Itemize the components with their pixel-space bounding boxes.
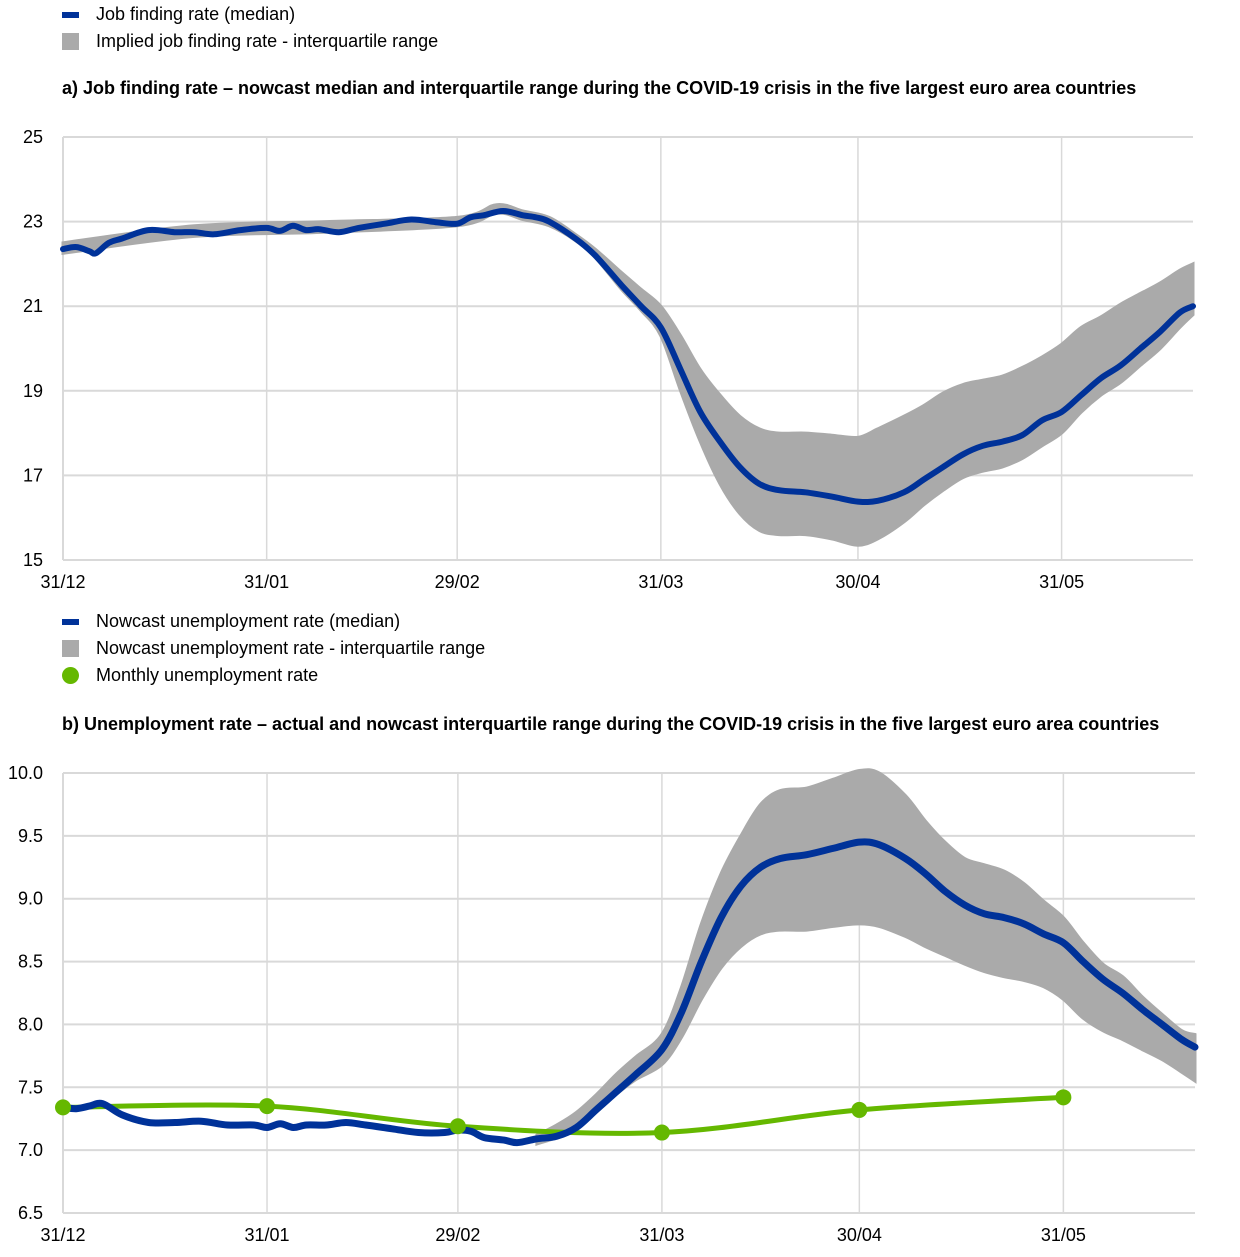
y-tick-label: 10.0 [8, 763, 43, 783]
legend-item-iqr: Nowcast unemployment rate - interquartil… [62, 635, 485, 662]
y-tick-label: 9.0 [18, 889, 43, 909]
monthly-rate-point [653, 1124, 670, 1141]
legend-label: Monthly unemployment rate [96, 665, 319, 685]
legend-a: Job finding rate (median) Implied job fi… [62, 1, 438, 55]
y-tick-label: 7.5 [18, 1077, 43, 1097]
chart-a-title: a) Job finding rate – nowcast median and… [62, 78, 1137, 98]
x-tick-label: 31/03 [639, 1225, 684, 1245]
x-tick-label: 31/12 [40, 572, 85, 592]
legend-label: Job finding rate (median) [96, 4, 296, 24]
x-tick-label: 30/04 [837, 1225, 882, 1245]
monthly-rate-point [259, 1098, 276, 1115]
x-tick-label: 31/01 [244, 1225, 289, 1245]
x-tick-label: 31/05 [1041, 1225, 1086, 1245]
y-tick-label: 19 [23, 381, 43, 401]
monthly-dot-swatch-icon [62, 667, 79, 684]
x-tick-label: 31/12 [40, 1225, 85, 1245]
median-line [60, 208, 1196, 506]
monthly-rate-point [55, 1099, 71, 1116]
chart-b-title: b) Unemployment rate – actual and nowcas… [62, 714, 1160, 734]
iqr-box-swatch-icon [62, 640, 79, 657]
x-tick-label: 31/01 [244, 572, 289, 592]
y-tick-label: 17 [23, 465, 43, 485]
x-tick-label: 29/02 [435, 1225, 480, 1245]
y-tick-label: 25 [23, 127, 43, 147]
legend-label: Nowcast unemployment rate (median) [96, 611, 401, 631]
legend-label: Nowcast unemployment rate - interquartil… [96, 638, 486, 658]
monthly-rate-point [851, 1101, 868, 1118]
y-tick-label: 9.5 [18, 826, 43, 846]
y-tick-label: 8.0 [18, 1014, 43, 1034]
median-line [59, 838, 1199, 1147]
median-line-swatch-icon [62, 618, 79, 625]
y-tick-label: 23 [23, 212, 43, 232]
legend-label: Implied job finding rate - interquartile… [96, 31, 439, 51]
legend-item-monthly: Monthly unemployment rate [62, 662, 485, 689]
x-tick-label: 29/02 [435, 572, 480, 592]
legend-item-median: Job finding rate (median) [62, 1, 438, 28]
median-line-swatch-icon [62, 11, 79, 18]
iqr-box-swatch-icon [62, 33, 79, 50]
y-tick-label: 21 [23, 296, 43, 316]
y-tick-label: 8.5 [18, 952, 43, 972]
y-tick-label: 6.5 [18, 1203, 43, 1223]
legend-item-iqr: Implied job finding rate - interquartile… [62, 28, 438, 55]
iqr-band [61, 203, 1195, 547]
y-tick-label: 15 [23, 550, 43, 570]
y-tick-label: 7.0 [18, 1140, 43, 1160]
x-tick-label: 31/03 [638, 572, 683, 592]
monthly-rate-point [449, 1118, 466, 1135]
legend-item-median: Nowcast unemployment rate (median) [62, 608, 485, 635]
x-tick-label: 30/04 [835, 572, 880, 592]
monthly-rate-point [1055, 1089, 1072, 1106]
x-tick-label: 31/05 [1039, 572, 1084, 592]
legend-b: Nowcast unemployment rate (median) Nowca… [62, 608, 485, 689]
